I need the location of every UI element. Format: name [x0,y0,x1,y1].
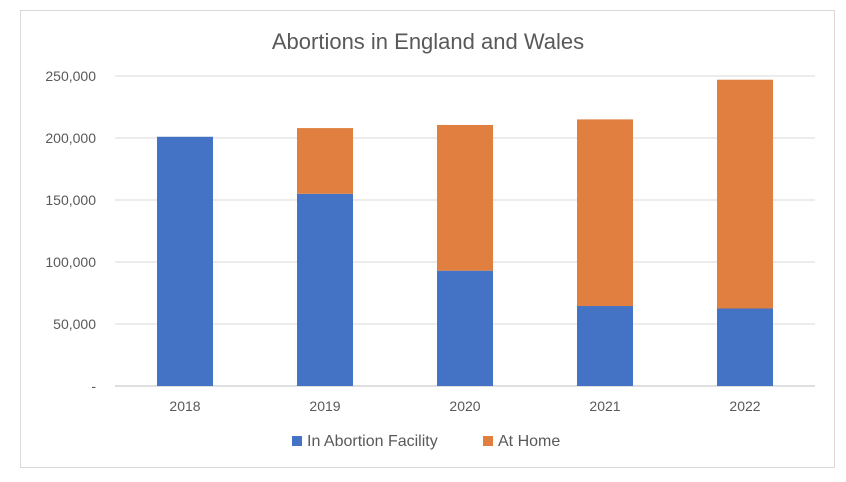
legend-label: At Home [498,433,560,450]
x-axis: 2018 2019 2020 2021 2022 [169,398,760,414]
y-tick-label: 200,000 [45,130,96,146]
bar-segment [297,193,353,386]
legend-label: In Abortion Facility [307,433,438,450]
bar-segment [717,79,773,309]
bar-segment [437,124,493,271]
bar-segment [577,306,633,386]
legend-swatch [292,436,302,446]
legend-swatch [483,436,493,446]
y-tick-label: - [91,378,96,394]
y-axis: - 50,000 100,000 150,000 200,000 250,000 [45,68,96,394]
legend: In Abortion Facility At Home [292,433,560,450]
bar-segment [717,308,773,386]
x-tick-label: 2021 [589,398,620,414]
y-tick-label: 100,000 [45,254,96,270]
bar-segment [577,119,633,307]
bar-segment [157,136,213,386]
chart-title: Abortions in England and Wales [272,29,584,54]
bar-segment [437,270,493,386]
y-tick-label: 50,000 [53,316,96,332]
y-tick-label: 250,000 [45,68,96,84]
x-tick-label: 2018 [169,398,200,414]
x-tick-label: 2022 [729,398,760,414]
x-tick-label: 2019 [309,398,340,414]
y-tick-label: 150,000 [45,192,96,208]
bars [157,79,773,386]
bar-segment [297,128,353,194]
x-tick-label: 2020 [449,398,480,414]
chart-frame [20,10,835,468]
